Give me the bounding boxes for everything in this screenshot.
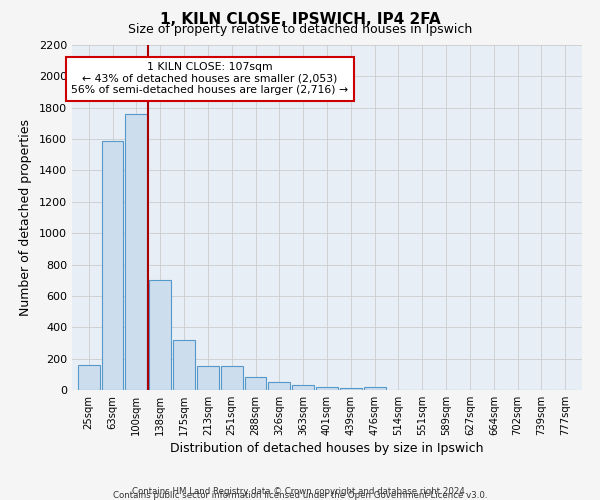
Bar — [364, 387, 386, 390]
Text: 1, KILN CLOSE, IPSWICH, IP4 2FA: 1, KILN CLOSE, IPSWICH, IP4 2FA — [160, 12, 440, 28]
Bar — [316, 387, 338, 390]
Text: Contains public sector information licensed under the Open Government Licence v3: Contains public sector information licen… — [113, 491, 487, 500]
Bar — [149, 280, 171, 390]
X-axis label: Distribution of detached houses by size in Ipswich: Distribution of detached houses by size … — [170, 442, 484, 455]
Bar — [245, 376, 266, 390]
Bar — [125, 114, 148, 390]
Bar — [173, 340, 195, 390]
Bar — [101, 140, 124, 390]
Bar — [340, 388, 362, 390]
Y-axis label: Number of detached properties: Number of detached properties — [19, 119, 32, 316]
Bar — [197, 366, 219, 390]
Bar — [221, 366, 242, 390]
Text: 1 KILN CLOSE: 107sqm
← 43% of detached houses are smaller (2,053)
56% of semi-de: 1 KILN CLOSE: 107sqm ← 43% of detached h… — [71, 62, 348, 96]
Bar — [292, 384, 314, 390]
Text: Contains HM Land Registry data © Crown copyright and database right 2024.: Contains HM Land Registry data © Crown c… — [132, 487, 468, 496]
Bar — [78, 365, 100, 390]
Bar — [268, 382, 290, 390]
Text: Size of property relative to detached houses in Ipswich: Size of property relative to detached ho… — [128, 22, 472, 36]
